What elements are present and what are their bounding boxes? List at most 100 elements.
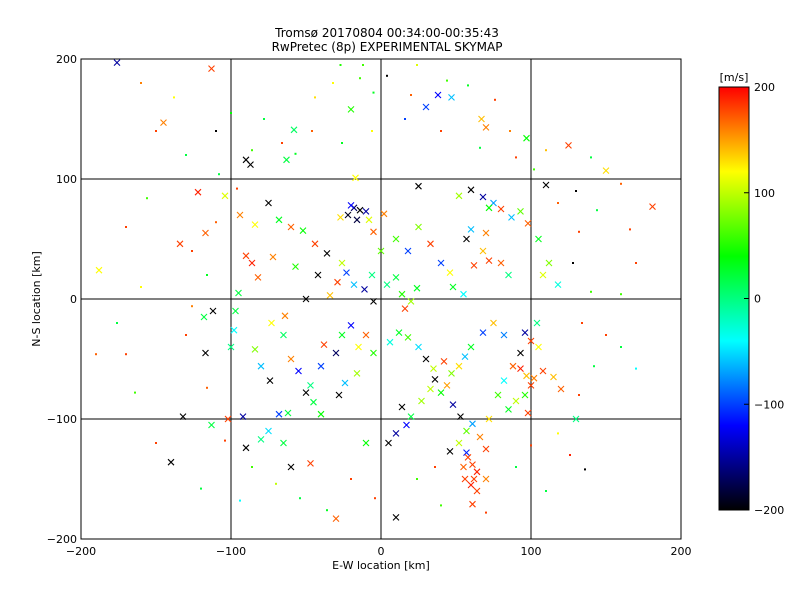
- colorbar-tick-label: 200: [754, 81, 775, 94]
- scatter-point-x: [512, 397, 520, 405]
- scatter-point-dot: [275, 482, 277, 485]
- scatter-point-dot: [620, 293, 622, 296]
- scatter-point-x: [275, 216, 283, 224]
- scatter-point-dot: [416, 64, 418, 66]
- scatter-point-x: [407, 298, 415, 305]
- chart-title: Tromsø 20170804 00:34:00-00:35:43: [274, 26, 499, 40]
- x-axis-label: E-W location [km]: [332, 559, 430, 572]
- scatter-point-x: [473, 468, 481, 476]
- scatter-point-x: [523, 134, 530, 142]
- scatter-point-x: [160, 119, 167, 126]
- scatter-point-x: [508, 214, 515, 221]
- scatter-point-x: [392, 430, 400, 437]
- scatter-point-x: [527, 337, 535, 345]
- scatter-point-dot: [416, 478, 418, 480]
- scatter-point-x: [542, 181, 550, 189]
- scatter-point-dot: [281, 142, 283, 144]
- scatter-point-x: [407, 413, 415, 420]
- scatter-point-x: [470, 262, 478, 269]
- scatter-point-x: [287, 463, 295, 471]
- scatter-point-dot: [125, 353, 127, 356]
- scatter-point-dot: [236, 187, 238, 190]
- scatter-point-x: [332, 349, 340, 357]
- scatter-point-x: [221, 192, 229, 200]
- scatter-point-x: [242, 252, 250, 260]
- scatter-point-dot: [95, 353, 97, 356]
- scatter-point-dot: [572, 262, 574, 264]
- scatter-point-x: [404, 334, 412, 341]
- scatter-point-x: [355, 343, 362, 351]
- scatter-point-dot: [140, 82, 142, 84]
- scatter-point-x: [361, 286, 368, 293]
- scatter-point-dot: [575, 190, 577, 192]
- scatter-point-x: [565, 142, 572, 149]
- scatter-point-x: [467, 226, 475, 233]
- scatter-point-x: [236, 211, 244, 219]
- scatter-point-x: [383, 281, 391, 288]
- scatter-point-x: [415, 343, 422, 351]
- scatter-point-x: [517, 349, 524, 357]
- scatter-point-dot: [155, 130, 157, 132]
- scatter-point-x: [413, 284, 421, 292]
- scatter-point-x: [455, 192, 463, 200]
- scatter-point-dot: [374, 497, 376, 500]
- scatter-point-x: [232, 307, 239, 315]
- scatter-point-x: [523, 372, 530, 380]
- scatter-point-x: [554, 281, 562, 288]
- scatter-point-x: [392, 514, 400, 521]
- scatter-point-dot: [350, 478, 352, 480]
- colorbar-tick-label: 100: [754, 187, 775, 200]
- scatter-point-x: [505, 406, 512, 413]
- scatter-point-x: [455, 362, 463, 370]
- scatter-point-dot: [215, 130, 217, 132]
- scatter-point-dot: [125, 226, 127, 228]
- scatter-point-x: [460, 463, 467, 471]
- x-tick-label: 100: [521, 545, 542, 558]
- scatter-point-x: [427, 385, 434, 393]
- scatter-point-x: [284, 409, 292, 417]
- scatter-point-x: [440, 358, 448, 365]
- scatter-point-x: [362, 331, 370, 339]
- scatter-point-x: [401, 305, 409, 312]
- scatter-point-x: [463, 235, 470, 243]
- chart-subtitle: RwPretec (8p) EXPERIMENTAL SKYMAP: [272, 40, 503, 54]
- scatter-point-x: [268, 319, 275, 327]
- scatter-point-x: [302, 389, 310, 396]
- scatter-point-x: [287, 355, 295, 363]
- scatter-point-x: [287, 223, 295, 231]
- scatter-point-x: [350, 281, 358, 288]
- scatter-point-dot: [263, 118, 265, 120]
- scatter-point-x: [497, 259, 505, 267]
- scatter-point-x: [323, 250, 331, 257]
- scatter-point-x: [497, 205, 505, 213]
- scatter-point-x: [257, 436, 265, 443]
- scatter-point-x: [302, 295, 310, 303]
- scatter-point-dot: [224, 439, 226, 442]
- scatter-point-x: [265, 427, 272, 435]
- scatter-point-dot: [590, 290, 592, 293]
- scatter-point-x: [535, 343, 542, 351]
- scatter-point-dot: [206, 274, 208, 276]
- scatter-point-dot: [359, 77, 361, 80]
- scatter-point-x: [415, 223, 422, 231]
- scatter-point-x: [527, 382, 535, 389]
- scatter-point-dot: [314, 96, 316, 99]
- y-axis-label: N-S location [km]: [30, 251, 43, 347]
- x-tick-label: −100: [216, 545, 246, 558]
- scatter-point-dot: [635, 367, 637, 370]
- scatter-point-x: [469, 420, 476, 428]
- scatter-point-dot: [440, 130, 442, 132]
- scatter-point-x: [427, 240, 434, 248]
- scatter-point-dot: [620, 182, 622, 185]
- y-tick-label: −100: [47, 413, 77, 426]
- scatter-point-dot: [605, 334, 607, 336]
- colorbar-label: [m/s]: [720, 71, 749, 84]
- scatter-point-x: [478, 115, 485, 123]
- scatter-point-x: [524, 220, 532, 227]
- scatter-point-x: [482, 124, 490, 131]
- scatter-point-x: [341, 379, 349, 387]
- grid-lines: [81, 59, 681, 539]
- scatter-point-x: [385, 439, 392, 447]
- scatter-point-x: [365, 216, 373, 224]
- scatter-point-x: [461, 475, 469, 483]
